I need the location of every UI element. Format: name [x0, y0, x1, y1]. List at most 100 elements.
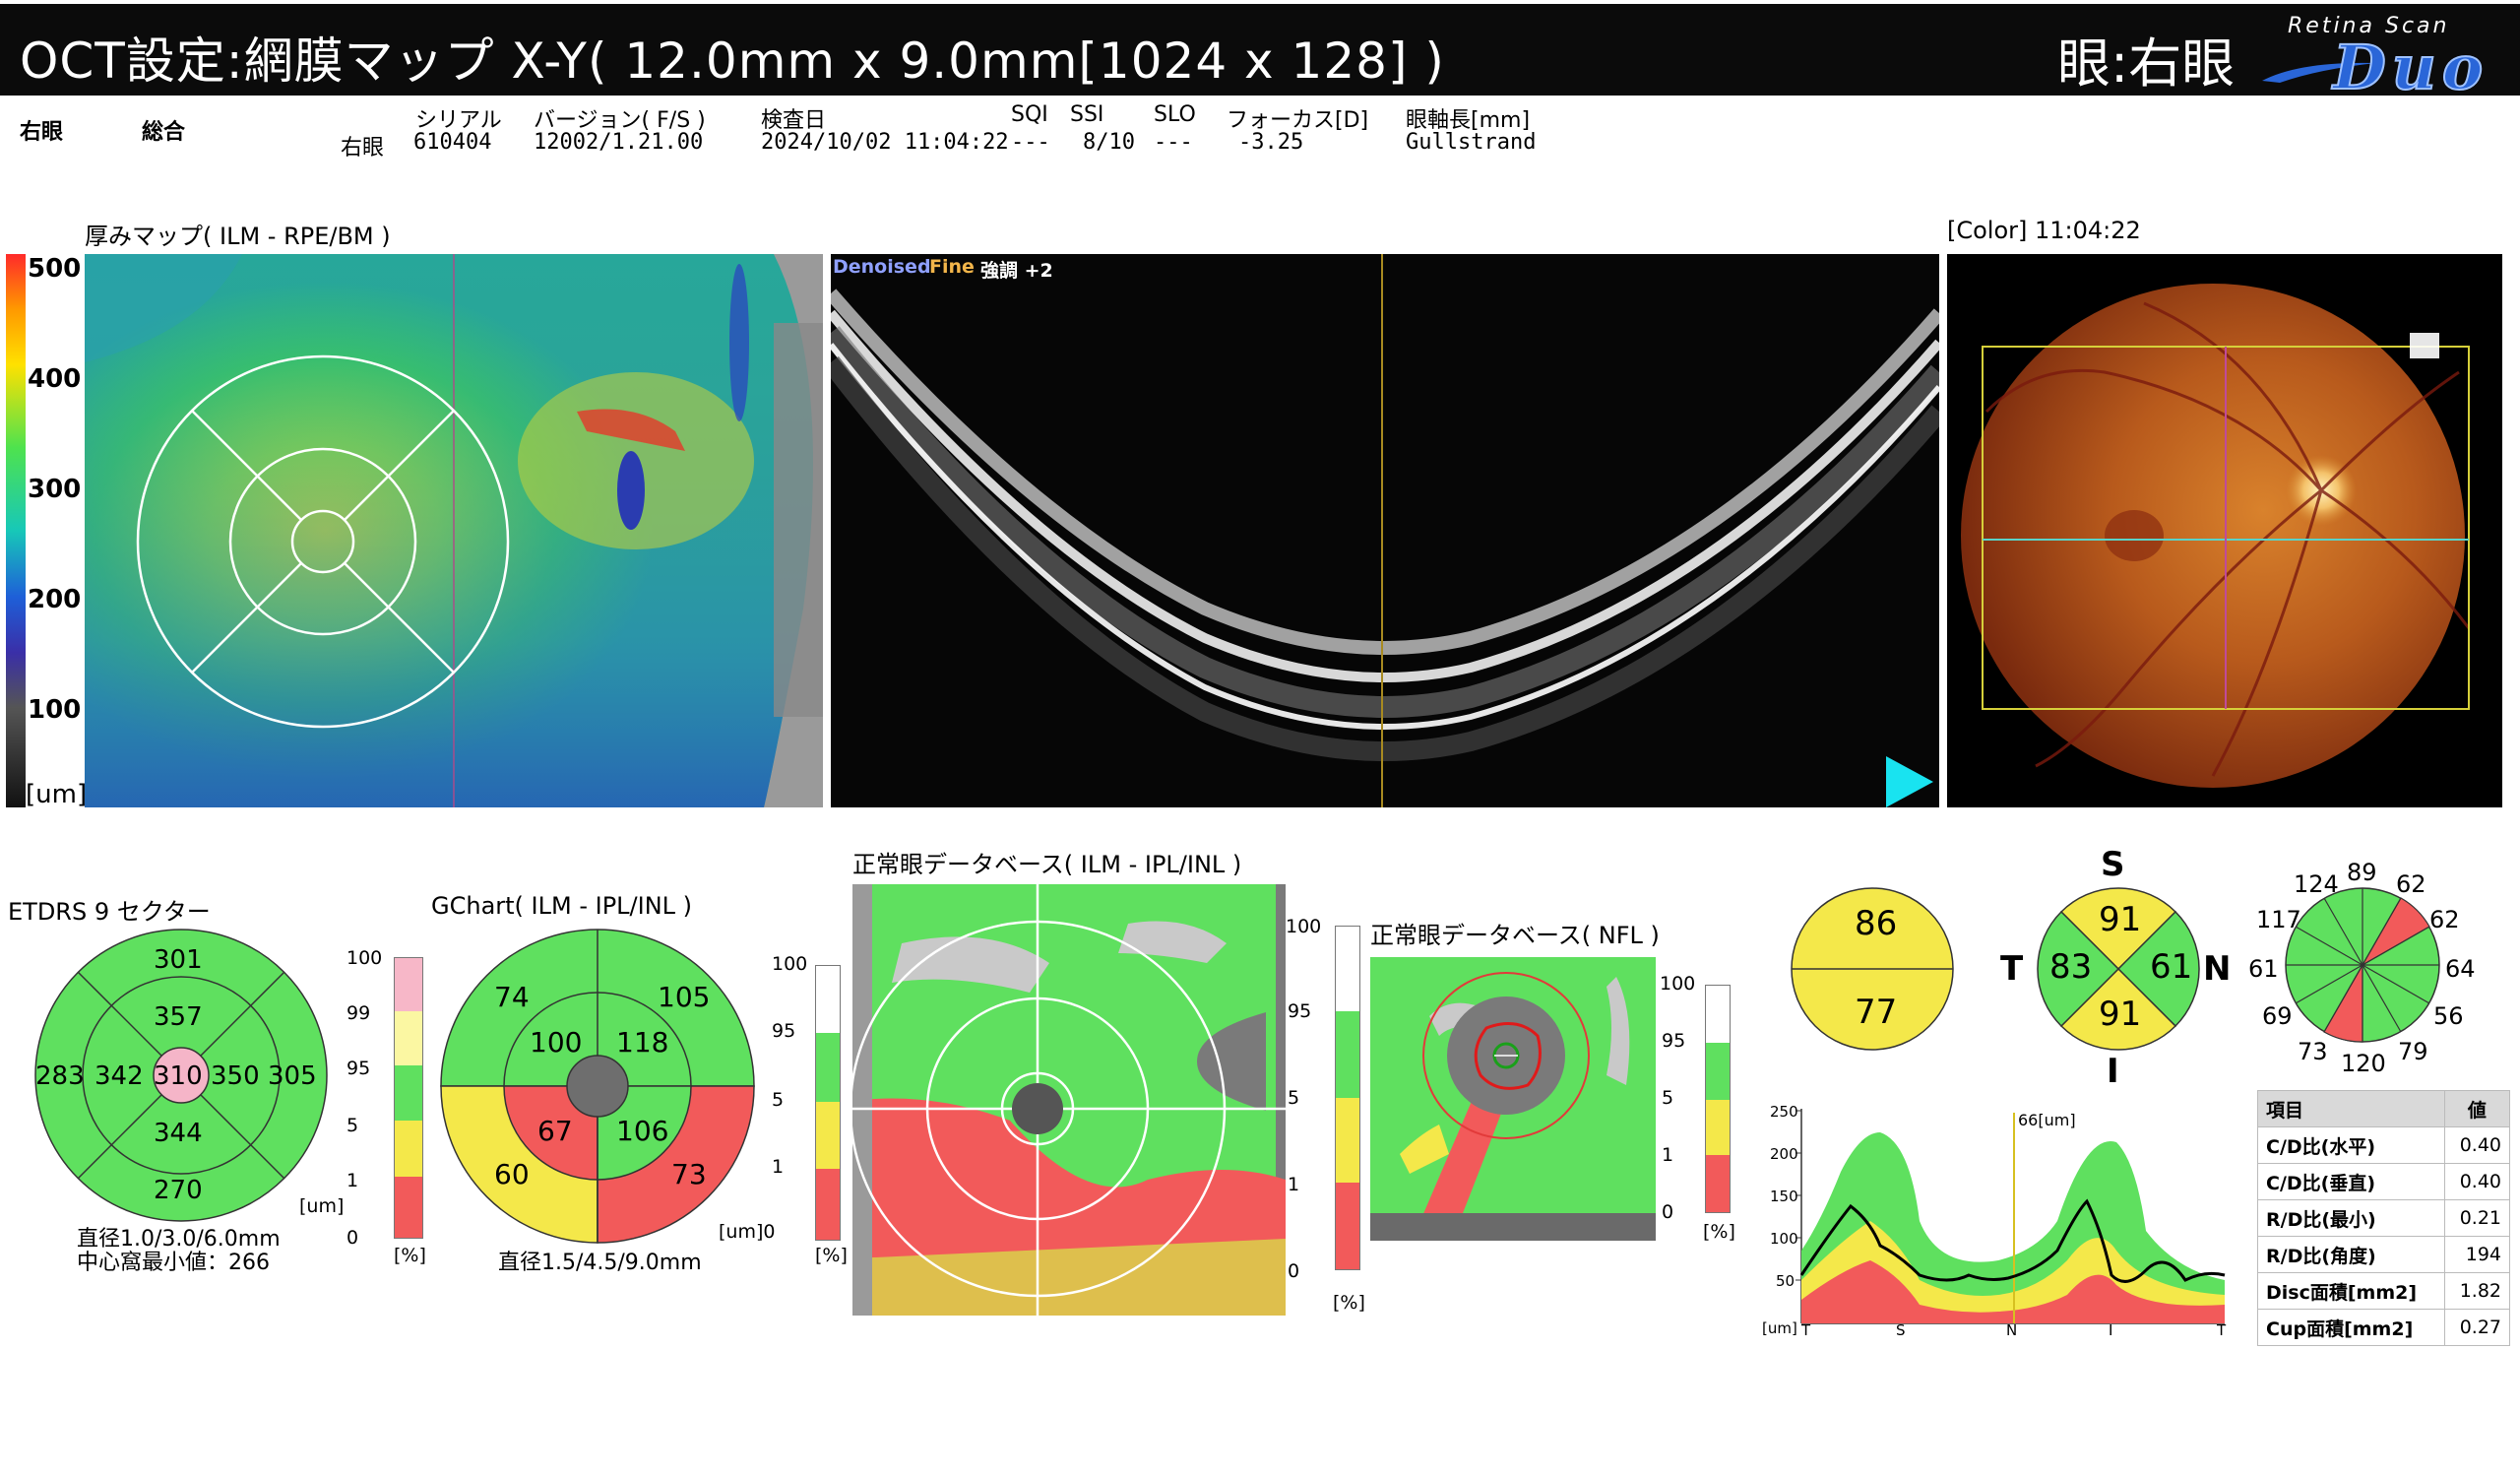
- thickness-map-image[interactable]: [85, 254, 823, 807]
- gchart-inner-sn: 118: [616, 1026, 669, 1059]
- fundus-image[interactable]: [1947, 254, 2502, 807]
- ilm-right-1: 1: [1288, 1174, 1300, 1195]
- exam-mode: 総合: [142, 120, 186, 145]
- tsnit-x-i: I: [2109, 1321, 2113, 1339]
- tsnit-x-n: N: [2006, 1321, 2018, 1339]
- report-title: OCT設定:網膜マップ X-Y( 12.0mm x 9.0mm[1024 x 1…: [20, 32, 1445, 90]
- clock-64: 64: [2445, 955, 2476, 983]
- ilm-right-95: 95: [1288, 1000, 1312, 1022]
- nfl-unit: [%]: [1703, 1221, 1735, 1243]
- nfl-95: 95: [1662, 1030, 1686, 1052]
- scale-400: 400: [28, 364, 82, 394]
- clock-120: 120: [2341, 1050, 2386, 1077]
- gscale-1: 1: [346, 1170, 359, 1191]
- gchart-chart: 74 105 100 118 67 106 60 73: [439, 928, 756, 1245]
- logo-retina-scan: Retina Scan: [2288, 14, 2450, 38]
- clock-62-right: 62: [2429, 906, 2460, 933]
- serial-label: シリアル: [415, 108, 502, 133]
- normdb-ilm-left-scale: [815, 965, 841, 1241]
- clock-61: 61: [2248, 955, 2279, 983]
- fine-label: Fine: [929, 256, 975, 278]
- ilm-left-100: 100: [772, 953, 808, 975]
- quadrant-chart: 91 83 61 91: [2036, 886, 2201, 1052]
- hemi-superior: 86: [1855, 904, 1898, 943]
- quad-n-label: N: [2203, 949, 2232, 989]
- gchart-title: GChart( ILM - IPL/INL ): [431, 892, 693, 920]
- scale-500: 500: [28, 254, 82, 284]
- quad-t-label: T: [2000, 949, 2024, 989]
- gscale-5: 5: [346, 1115, 359, 1136]
- etdrs-temporal-inner: 342: [94, 1061, 144, 1091]
- gchart-outer-it: 60: [494, 1158, 530, 1190]
- gscale-0: 0: [346, 1227, 359, 1249]
- ilm-right-100: 100: [1286, 916, 1322, 937]
- bscan-image[interactable]: Denoised Fine 強調 +2: [831, 254, 1939, 807]
- tsnit-y-100: 100: [1770, 1230, 1798, 1248]
- logo-duo: Duo: [2332, 31, 2489, 104]
- nfl-5: 5: [1662, 1087, 1674, 1109]
- clock-79: 79: [2398, 1038, 2428, 1065]
- tsnit-graph: 66[um] 250 200 150 100 50 [um] T S N I T: [1762, 1103, 2235, 1339]
- ilm-left-unit: [%]: [815, 1245, 848, 1266]
- normdb-nfl-scale: [1705, 985, 1731, 1213]
- ilm-right-unit: [%]: [1333, 1292, 1365, 1314]
- date-value: 2024/10/02 11:04:22: [761, 130, 1009, 155]
- quad-s-value: 91: [2099, 900, 2142, 939]
- normdb-ilm-right-scale: [1335, 926, 1360, 1270]
- clock-svg: [2285, 887, 2440, 1043]
- tsnit-x-s: S: [1896, 1321, 1906, 1339]
- nfl-1: 1: [1662, 1144, 1674, 1166]
- scale-300: 300: [28, 475, 82, 504]
- quad-s-label: S: [2101, 845, 2125, 884]
- gscale-100: 100: [346, 947, 383, 969]
- tsnit-y-150: 150: [1770, 1188, 1798, 1205]
- sqi-label: SQI: [1011, 102, 1048, 127]
- table-row: Cup面積[mm2] 0.27: [2257, 1309, 2511, 1346]
- normdb-ilm-title: 正常眼データベース( ILM - IPL/INL ): [852, 851, 1242, 878]
- hemi-svg: [1791, 887, 1954, 1051]
- etdrs-diameter-note: 直径1.0/3.0/6.0mm: [77, 1227, 281, 1252]
- gchart-percentile-scale: [394, 957, 423, 1239]
- next-scan-arrow-icon: [1886, 756, 1933, 807]
- gscale-unit-pct: [%]: [394, 1245, 426, 1266]
- normdb-ilm-map[interactable]: [852, 884, 1286, 1316]
- serial-value: 610404: [413, 130, 492, 155]
- etdrs-chart: 301 357 283 342 310 350 305 344 270: [33, 928, 329, 1223]
- focus-label: フォーカス[D]: [1227, 108, 1369, 133]
- param-value: 0.27: [2443, 1309, 2511, 1346]
- slo-label: SLO: [1154, 102, 1196, 127]
- ilm-right-5: 5: [1288, 1087, 1300, 1109]
- param-value: 0.40: [2443, 1126, 2511, 1164]
- title-bar: OCT設定:網膜マップ X-Y( 12.0mm x 9.0mm[1024 x 1…: [0, 0, 2520, 104]
- ssi-label: SSI: [1070, 102, 1104, 127]
- version-label: バージョン( F/S ): [534, 108, 706, 133]
- etdrs-title: ETDRS 9 セクター: [8, 898, 211, 926]
- enhance-label: 強調 +2: [980, 260, 1053, 282]
- tsnit-y-250: 250: [1770, 1103, 1798, 1121]
- param-value: 0.40: [2443, 1163, 2511, 1200]
- clock-56: 56: [2433, 1002, 2464, 1030]
- etdrs-temporal-outer: 283: [35, 1061, 85, 1091]
- tsnit-svg: [1796, 1109, 2226, 1324]
- fundus-svg: [1961, 284, 2471, 788]
- etdrs-superior-inner: 357: [154, 1002, 203, 1032]
- normdb-ilm-svg: [852, 884, 1286, 1316]
- scale-100: 100: [28, 695, 82, 725]
- quadrant-svg: [2037, 887, 2200, 1051]
- gchart-diameter-note: 直径1.5/4.5/9.0mm: [498, 1251, 702, 1275]
- gchart-inner-in: 106: [616, 1115, 669, 1147]
- gchart-outer-st: 74: [494, 981, 530, 1013]
- scale-200: 200: [28, 585, 82, 614]
- retina-scan-duo-logo: Retina Scan Duo: [2260, 14, 2506, 104]
- param-label: Disc面積[mm2]: [2257, 1272, 2445, 1310]
- gchart-outer-in: 73: [671, 1158, 707, 1190]
- table-row: C/D比(垂直) 0.40: [2257, 1163, 2511, 1200]
- bscan-svg: [831, 254, 1939, 807]
- normdb-nfl-svg: [1370, 957, 1656, 1241]
- tsnit-y-unit: [um]: [1762, 1319, 1797, 1337]
- normdb-nfl-map[interactable]: [1370, 957, 1656, 1241]
- ilm-left-95: 95: [772, 1020, 796, 1042]
- param-label: C/D比(水平): [2257, 1126, 2445, 1164]
- table-header-row: 項目 値: [2257, 1090, 2511, 1127]
- gscale-unit-um: [um]: [299, 1195, 345, 1217]
